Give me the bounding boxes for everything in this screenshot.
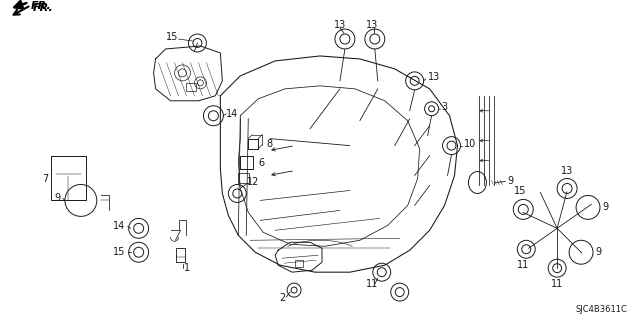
Bar: [240, 156, 253, 168]
Bar: [248, 139, 258, 149]
Text: 13: 13: [365, 20, 378, 30]
Text: 9: 9: [595, 247, 601, 257]
Bar: [51, 156, 86, 200]
Text: 13: 13: [428, 72, 440, 82]
Text: 6: 6: [258, 158, 264, 167]
Text: 11: 11: [517, 260, 529, 270]
Text: FR.: FR.: [33, 3, 54, 13]
Text: 15: 15: [514, 186, 527, 197]
Bar: [175, 248, 186, 262]
Text: 12: 12: [247, 177, 260, 188]
Text: 14: 14: [227, 109, 239, 119]
Text: 7: 7: [42, 174, 48, 183]
Text: 8: 8: [266, 139, 272, 149]
Text: 1: 1: [184, 263, 189, 273]
Bar: [238, 173, 249, 183]
Text: 14: 14: [113, 221, 125, 231]
Text: 11: 11: [551, 279, 563, 289]
Text: 9: 9: [602, 202, 608, 212]
Text: 10: 10: [463, 139, 476, 149]
Text: SJC4B3611C: SJC4B3611C: [575, 305, 627, 314]
Text: 13: 13: [561, 166, 573, 175]
Text: 9: 9: [508, 175, 513, 186]
Text: 15: 15: [166, 32, 178, 42]
Bar: [186, 83, 196, 91]
Text: 9: 9: [55, 193, 61, 204]
Text: 15: 15: [113, 247, 125, 257]
Text: FR.: FR.: [31, 1, 52, 11]
Text: 13: 13: [334, 20, 346, 30]
Text: 11: 11: [365, 279, 378, 289]
Text: 2: 2: [279, 293, 285, 303]
Text: 3: 3: [442, 102, 448, 112]
Bar: [295, 260, 303, 267]
